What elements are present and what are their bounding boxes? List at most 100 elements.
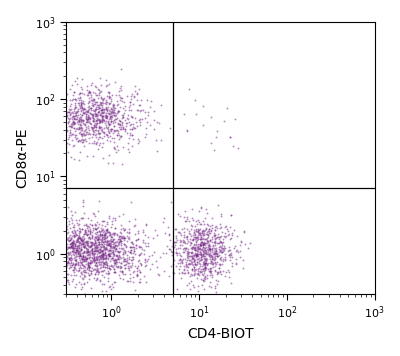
Point <box>78 265 84 271</box>
Point <box>193 234 199 240</box>
Point <box>113 116 119 121</box>
Point <box>117 255 124 260</box>
Point <box>192 267 199 273</box>
Point <box>134 124 141 129</box>
Point <box>80 280 87 286</box>
Point <box>192 247 198 253</box>
Point <box>97 229 103 235</box>
Point <box>77 273 83 279</box>
Point <box>183 263 189 268</box>
Point <box>104 226 110 232</box>
Point <box>76 131 82 136</box>
Point <box>67 123 74 129</box>
Point <box>185 253 192 258</box>
Point <box>108 256 114 262</box>
Point <box>98 232 104 238</box>
Point <box>98 239 104 245</box>
Point <box>115 253 122 259</box>
Point <box>204 251 210 257</box>
Point <box>218 255 224 260</box>
Point <box>124 229 130 235</box>
Point <box>116 132 122 138</box>
Point <box>106 232 112 238</box>
Point <box>81 129 88 134</box>
Point <box>79 106 85 111</box>
Point <box>90 122 97 128</box>
Point <box>72 262 78 267</box>
Point <box>200 122 207 127</box>
Point <box>65 250 71 256</box>
Point <box>68 252 74 258</box>
Point <box>201 249 208 255</box>
Point <box>204 228 211 234</box>
Point <box>85 113 91 119</box>
Point <box>74 227 80 233</box>
Point <box>82 227 88 233</box>
Point <box>107 115 113 121</box>
Point <box>75 250 81 256</box>
Point <box>65 258 71 263</box>
Point <box>99 234 105 240</box>
Point <box>216 244 222 250</box>
Point <box>121 235 127 241</box>
Point <box>114 121 121 127</box>
Point <box>194 226 201 232</box>
Point <box>100 260 106 266</box>
Point <box>76 253 83 259</box>
Point <box>87 236 94 242</box>
Point <box>97 95 104 101</box>
Point <box>99 226 106 232</box>
Point <box>78 242 84 248</box>
Point <box>232 116 238 122</box>
Point <box>100 252 106 258</box>
Point <box>101 133 107 138</box>
Point <box>181 225 187 230</box>
Point <box>92 106 98 112</box>
Point <box>100 239 106 245</box>
Point <box>136 117 142 123</box>
Point <box>133 268 140 274</box>
Point <box>193 266 200 272</box>
Point <box>95 232 101 238</box>
Point <box>94 230 100 235</box>
Point <box>69 239 76 245</box>
Point <box>120 258 126 264</box>
Point <box>137 269 143 274</box>
Point <box>226 134 233 140</box>
Point <box>100 260 107 266</box>
Point <box>116 239 123 244</box>
Point <box>100 219 106 224</box>
Point <box>172 263 179 269</box>
Point <box>196 227 202 233</box>
Point <box>212 259 218 265</box>
Point <box>82 115 89 121</box>
Point <box>92 221 98 227</box>
Point <box>84 249 91 255</box>
Point <box>114 110 120 116</box>
Point <box>111 261 118 266</box>
Point <box>77 116 83 122</box>
Point <box>130 121 136 127</box>
Point <box>122 126 128 132</box>
Point <box>85 231 91 236</box>
Point <box>180 239 187 245</box>
Point <box>207 252 213 257</box>
Point <box>96 259 102 265</box>
Point <box>110 269 117 275</box>
Point <box>209 239 216 245</box>
Point <box>102 106 109 112</box>
Point <box>74 106 81 112</box>
Point <box>132 251 138 257</box>
Point <box>84 246 90 252</box>
Point <box>206 250 213 256</box>
Point <box>107 258 113 264</box>
Point <box>118 222 124 228</box>
Point <box>77 94 83 100</box>
Point <box>68 236 74 241</box>
Point <box>216 262 223 267</box>
Point <box>240 257 246 262</box>
Point <box>75 267 82 273</box>
Point <box>92 110 98 116</box>
Point <box>87 90 94 96</box>
Point <box>219 245 226 251</box>
